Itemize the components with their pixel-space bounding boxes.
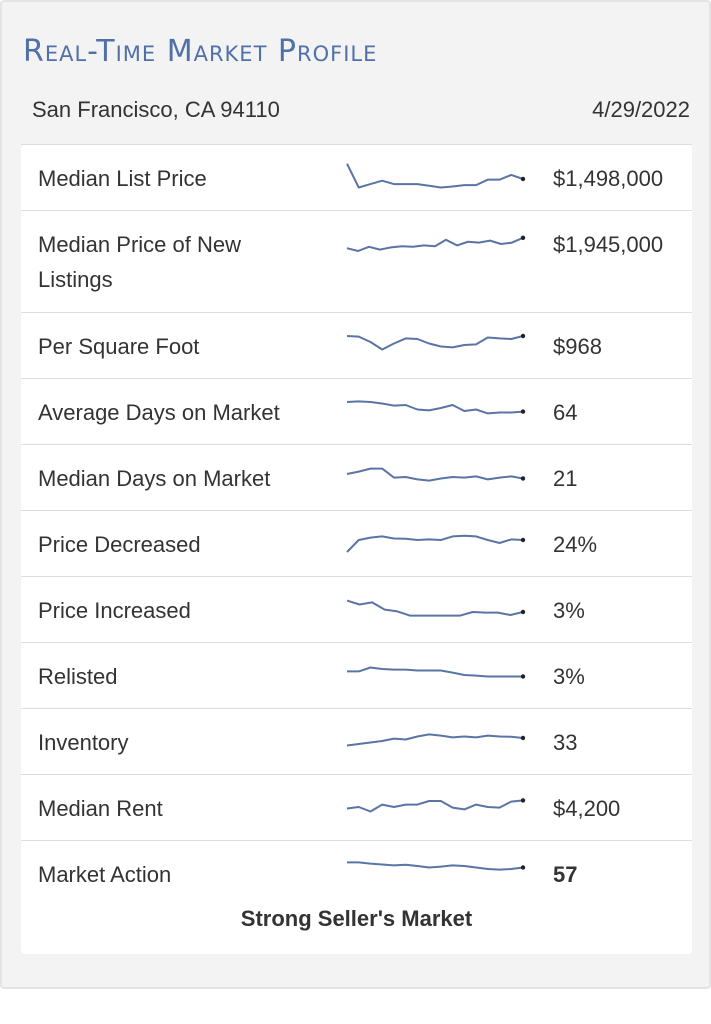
sparkline-trend bbox=[346, 163, 524, 189]
metric-label: Median List Price bbox=[38, 166, 207, 191]
metric-label: Median Days on Market bbox=[38, 466, 271, 491]
sparkline-endpoint bbox=[520, 409, 526, 414]
metric-value: 33 bbox=[553, 730, 578, 755]
metric-value: 3% bbox=[553, 664, 585, 689]
sparkline-endpoint bbox=[520, 674, 526, 679]
sparkline-trend bbox=[346, 236, 524, 252]
metrics-card: Median List Price $1,498,000 Median Pric… bbox=[21, 144, 692, 954]
metric-label: Inventory bbox=[38, 730, 129, 755]
sparkline-endpoint bbox=[520, 798, 526, 803]
sparkline-trend bbox=[346, 733, 524, 747]
metric-row-median-list-price: Median List Price $1,498,000 bbox=[21, 144, 692, 210]
sparkline-trend bbox=[346, 534, 524, 553]
sparkline-trend bbox=[346, 467, 524, 482]
metric-label: Average Days on Market bbox=[38, 400, 280, 425]
date-label: 4/29/2022 bbox=[592, 97, 690, 122]
metric-value: $968 bbox=[553, 334, 602, 359]
metric-row-new-listing-price: Median Price of New Listings $1,945,000 bbox=[21, 210, 692, 312]
metric-row-average-days: Average Days on Market 64 bbox=[21, 378, 692, 444]
sparkline-chart bbox=[346, 467, 526, 482]
metric-row-price-increased: Price Increased 3% bbox=[21, 576, 692, 642]
metric-value: 64 bbox=[553, 400, 578, 425]
sparkline-trend bbox=[347, 861, 524, 871]
sparkline-endpoint bbox=[520, 235, 526, 241]
metric-row-price-decreased: Price Decreased 24% bbox=[21, 510, 692, 576]
sparkline-chart bbox=[346, 534, 526, 553]
metric-value: $1,945,000 bbox=[553, 232, 664, 257]
sparkline-trend bbox=[346, 799, 524, 813]
sparkline-chart bbox=[346, 599, 526, 617]
metric-row-inventory: Inventory 33 bbox=[21, 708, 692, 774]
metric-value: 3% bbox=[553, 598, 585, 623]
sparkline-chart bbox=[346, 163, 526, 189]
sparkline-endpoint bbox=[520, 609, 526, 615]
metric-row-median-days: Median Days on Market 21 bbox=[21, 444, 692, 510]
metric-value: 24% bbox=[553, 532, 598, 557]
metric-label: Price Increased bbox=[38, 598, 191, 623]
sparkline-endpoint bbox=[520, 476, 526, 481]
metric-value: 21 bbox=[553, 466, 578, 491]
metric-row-relisted: Relisted 3% bbox=[21, 642, 692, 708]
metric-label: Median Price of New Listings bbox=[38, 232, 241, 292]
market-profile-widget: Real-Time Market Profile San Francisco, … bbox=[0, 0, 711, 989]
sparkline-trend bbox=[346, 335, 524, 351]
sparkline-chart bbox=[347, 861, 526, 871]
sparkline-chart bbox=[346, 333, 526, 351]
sparkline-chart bbox=[347, 666, 526, 679]
metric-row-median-rent: Median Rent $4,200 bbox=[21, 774, 692, 840]
metric-label: Market Action bbox=[38, 862, 172, 887]
metric-row-per-square-foot: Per Square Foot $968 bbox=[21, 312, 692, 378]
sparkline-endpoint bbox=[520, 176, 526, 182]
sparkline-trend bbox=[347, 666, 523, 678]
metric-value: $1,498,000 bbox=[553, 166, 664, 191]
sparkline-trend bbox=[346, 599, 524, 617]
sparkline-chart bbox=[346, 400, 526, 415]
metric-label: Relisted bbox=[38, 664, 118, 689]
sparkline-chart bbox=[346, 798, 526, 813]
sparkline-endpoint bbox=[520, 735, 526, 741]
sparkline-endpoint bbox=[520, 333, 526, 339]
sparkline-chart bbox=[346, 235, 526, 252]
metric-label: Price Decreased bbox=[38, 532, 201, 557]
location-label: San Francisco, CA 94110 bbox=[32, 97, 280, 122]
sparkline-endpoint bbox=[520, 537, 526, 543]
sparkline-trend bbox=[346, 400, 524, 415]
metric-label: Per Square Foot bbox=[38, 334, 200, 359]
sparkline-endpoint bbox=[520, 865, 526, 870]
sparkline-chart bbox=[346, 733, 526, 747]
metric-label: Median Rent bbox=[38, 796, 163, 821]
metric-value: $4,200 bbox=[553, 796, 621, 821]
metric-value: 57 bbox=[553, 862, 578, 887]
widget-title: Real-Time Market Profile bbox=[23, 34, 378, 69]
market-verdict: Strong Seller's Market bbox=[240, 906, 473, 931]
metric-row-market-action: Market Action 57 bbox=[21, 840, 692, 906]
